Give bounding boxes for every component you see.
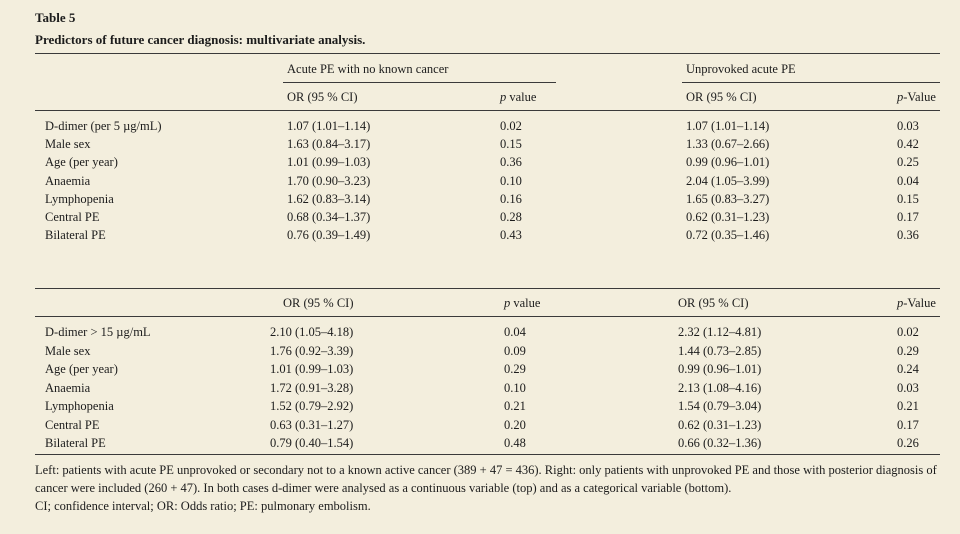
col-header-or-left-bottom: OR (95 % CI)	[283, 296, 354, 310]
rule-bottom-header	[35, 316, 940, 317]
p-right-value: 0.25	[897, 155, 919, 170]
col-header-p-right: p-Value	[897, 90, 936, 104]
or-left-value: 1.62 (0.83–3.14)	[287, 191, 371, 206]
col-header-p-left: p value	[500, 90, 536, 104]
row-label: Central PE	[45, 210, 100, 224]
rule-header-bottom	[35, 110, 940, 111]
or-right-value: 0.72 (0.35–1.46)	[686, 228, 770, 243]
or-left-value: 0.68 (0.34–1.37)	[287, 210, 371, 224]
rule-bottom-table-top	[35, 288, 940, 289]
footnote-1: Left: patients with acute PE unprovoked …	[35, 463, 937, 495]
row-label: Male sex	[45, 137, 91, 152]
p-right-value: 0.26	[897, 436, 919, 450]
p-right-value: 0.17	[897, 210, 919, 224]
or-left-value: 0.76 (0.39–1.49)	[287, 228, 371, 243]
row-label: Bilateral PE	[45, 228, 106, 243]
p-italic: p	[504, 296, 511, 310]
or-right-value: 2.04 (1.05–3.99)	[686, 173, 770, 188]
footnote-2: CI; confidence interval; OR: Odds ratio;…	[35, 499, 371, 513]
row-label: Bilateral PE	[45, 436, 106, 450]
rule-group-right	[682, 82, 940, 83]
p-right-value: 0.02	[897, 325, 919, 339]
p-left-value: 0.28	[500, 210, 522, 224]
row-label: D-dimer > 15 µg/mL	[45, 325, 151, 339]
p-left-value: 0.02	[500, 119, 522, 133]
rule-table-end	[35, 454, 940, 455]
or-right-value: 1.44 (0.73–2.85)	[678, 343, 762, 358]
or-right-value: 1.54 (0.79–3.04)	[678, 399, 762, 413]
p-italic: p	[500, 90, 507, 104]
row-label: D-dimer (per 5 µg/mL)	[45, 119, 162, 133]
or-right-value: 1.07 (1.01–1.14)	[686, 119, 770, 133]
p-right-value: 0.24	[897, 362, 919, 376]
p-left-value: 0.04	[504, 325, 526, 339]
or-left-value: 1.01 (0.99–1.03)	[287, 155, 371, 170]
or-right-value: 0.99 (0.96–1.01)	[686, 155, 770, 170]
p-right-value: 0.03	[897, 119, 919, 133]
p-left-value: 0.10	[504, 380, 526, 395]
row-label: Anaemia	[45, 380, 91, 395]
p-rest: value	[506, 90, 537, 104]
p-left-value: 0.15	[500, 137, 522, 152]
or-left-value: 1.72 (0.91–3.28)	[270, 380, 354, 395]
p-right-value: 0.17	[897, 417, 919, 432]
p-left-value: 0.48	[504, 436, 526, 450]
or-left-value: 2.10 (1.05–4.18)	[270, 325, 354, 339]
or-right-value: 2.32 (1.12–4.81)	[678, 325, 762, 339]
or-left-value: 1.76 (0.92–3.39)	[270, 343, 354, 358]
group-header-left: Acute PE with no known cancer	[287, 62, 449, 76]
p-left-value: 0.10	[500, 173, 522, 188]
p-left-value: 0.21	[504, 399, 526, 413]
col-header-or-right-bottom: OR (95 % CI)	[678, 296, 749, 310]
or-left-value: 1.63 (0.84–3.17)	[287, 137, 371, 152]
or-left-value: 1.70 (0.90–3.23)	[287, 173, 371, 188]
p-right-value: 0.21	[897, 399, 919, 413]
p-right-value: 0.42	[897, 137, 919, 152]
or-right-value: 0.99 (0.96–1.01)	[678, 362, 762, 376]
p-left-value: 0.16	[500, 191, 522, 206]
row-label: Age (per year)	[45, 362, 118, 376]
p-italic: p	[897, 90, 904, 104]
or-left-value: 0.79 (0.40–1.54)	[270, 436, 354, 450]
rule-top	[35, 53, 940, 54]
rule-group-left	[283, 82, 556, 83]
p-right-value: 0.04	[897, 173, 919, 188]
or-right-value: 0.66 (0.32–1.36)	[678, 436, 762, 450]
table-number: Table 5	[35, 10, 76, 25]
p-left-value: 0.36	[500, 155, 522, 170]
or-right-value: 0.62 (0.31–1.23)	[678, 417, 762, 432]
or-left-value: 1.07 (1.01–1.14)	[287, 119, 371, 133]
or-left-value: 1.52 (0.79–2.92)	[270, 399, 354, 413]
or-left-value: 0.63 (0.31–1.27)	[270, 417, 354, 432]
or-right-value: 2.13 (1.08–4.16)	[678, 380, 762, 395]
p-italic: p	[897, 296, 904, 310]
p-left-value: 0.09	[504, 343, 526, 358]
p-right-value: 0.36	[897, 228, 919, 243]
p-right-value: 0.29	[897, 343, 919, 358]
row-label: Central PE	[45, 417, 100, 432]
p-left-value: 0.20	[504, 417, 526, 432]
or-right-value: 1.65 (0.83–3.27)	[686, 191, 770, 206]
row-label: Male sex	[45, 343, 91, 358]
col-header-or-left: OR (95 % CI)	[287, 90, 358, 104]
p-left-value: 0.43	[500, 228, 522, 243]
row-label: Anaemia	[45, 173, 91, 188]
or-right-value: 1.33 (0.67–2.66)	[686, 137, 770, 152]
row-label: Lymphopenia	[45, 399, 114, 413]
or-right-value: 0.62 (0.31–1.23)	[686, 210, 770, 224]
col-header-p-right-bottom: p-Value	[897, 296, 936, 310]
row-label: Age (per year)	[45, 155, 118, 170]
group-header-right: Unprovoked acute PE	[686, 62, 796, 76]
p-right-value: 0.15	[897, 191, 919, 206]
p-rest: value	[510, 296, 541, 310]
p-rest: -Value	[903, 296, 936, 310]
table-caption: Predictors of future cancer diagnosis: m…	[35, 32, 366, 47]
p-right-value: 0.03	[897, 380, 919, 395]
col-header-p-left-bottom: p value	[504, 296, 540, 310]
p-left-value: 0.29	[504, 362, 526, 376]
p-rest: -Value	[903, 90, 936, 104]
or-left-value: 1.01 (0.99–1.03)	[270, 362, 354, 376]
col-header-or-right: OR (95 % CI)	[686, 90, 757, 104]
row-label: Lymphopenia	[45, 191, 114, 206]
